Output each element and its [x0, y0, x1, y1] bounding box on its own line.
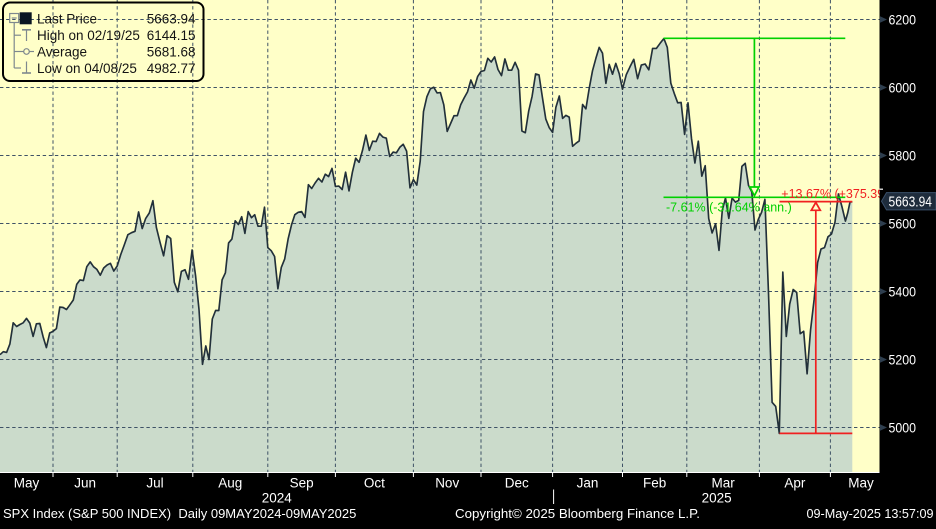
svg-text:Jun: Jun [74, 476, 96, 491]
svg-text:May: May [14, 476, 40, 491]
svg-text:5663.94: 5663.94 [889, 194, 933, 210]
svg-text:Mar: Mar [711, 476, 735, 491]
svg-text:-7.61% (-31.64% ann.): -7.61% (-31.64% ann.) [666, 201, 792, 215]
svg-text:5400: 5400 [889, 284, 917, 300]
svg-text:Dec: Dec [505, 476, 529, 491]
svg-text:09-May-2025 13:57:09: 09-May-2025 13:57:09 [807, 506, 934, 521]
svg-text:5000: 5000 [889, 420, 917, 436]
svg-text:5200: 5200 [889, 352, 917, 368]
svg-text:Copyright© 2025 Bloomberg Fina: Copyright© 2025 Bloomberg Finance L.P. [455, 506, 700, 521]
svg-text:6144.15: 6144.15 [147, 28, 196, 43]
svg-text:Sep: Sep [290, 476, 314, 491]
svg-text:Feb: Feb [643, 476, 666, 491]
svg-text:SPX Index (S&P 500 INDEX) Dai: SPX Index (S&P 500 INDEX) Daily 09MAY202… [3, 506, 356, 521]
svg-text:6000: 6000 [889, 80, 917, 96]
svg-text:May: May [848, 476, 874, 491]
svg-text:2025: 2025 [702, 491, 732, 506]
svg-text:Jan: Jan [577, 476, 599, 491]
svg-text:5800: 5800 [889, 148, 917, 164]
svg-text:+13.67% (+375.39: +13.67% (+375.39 [781, 187, 884, 201]
svg-text:5663.94: 5663.94 [147, 12, 196, 27]
svg-text:Jul: Jul [146, 476, 163, 491]
svg-text:Low on 04/08/25: Low on 04/08/25 [37, 61, 137, 76]
svg-text:Oct: Oct [364, 476, 385, 491]
svg-text:Last Price: Last Price [37, 12, 97, 27]
svg-text:5681.68: 5681.68 [147, 45, 196, 60]
svg-text:6200: 6200 [889, 12, 917, 28]
svg-text:5600: 5600 [889, 216, 917, 232]
svg-text:Aug: Aug [218, 476, 242, 491]
svg-text:High on 02/19/25: High on 02/19/25 [37, 28, 140, 43]
svg-text:2024: 2024 [262, 491, 293, 506]
svg-text:4982.77: 4982.77 [147, 61, 196, 76]
svg-text:Average: Average [37, 45, 87, 60]
svg-text:Nov: Nov [435, 476, 459, 491]
svg-text:Apr: Apr [784, 476, 806, 491]
